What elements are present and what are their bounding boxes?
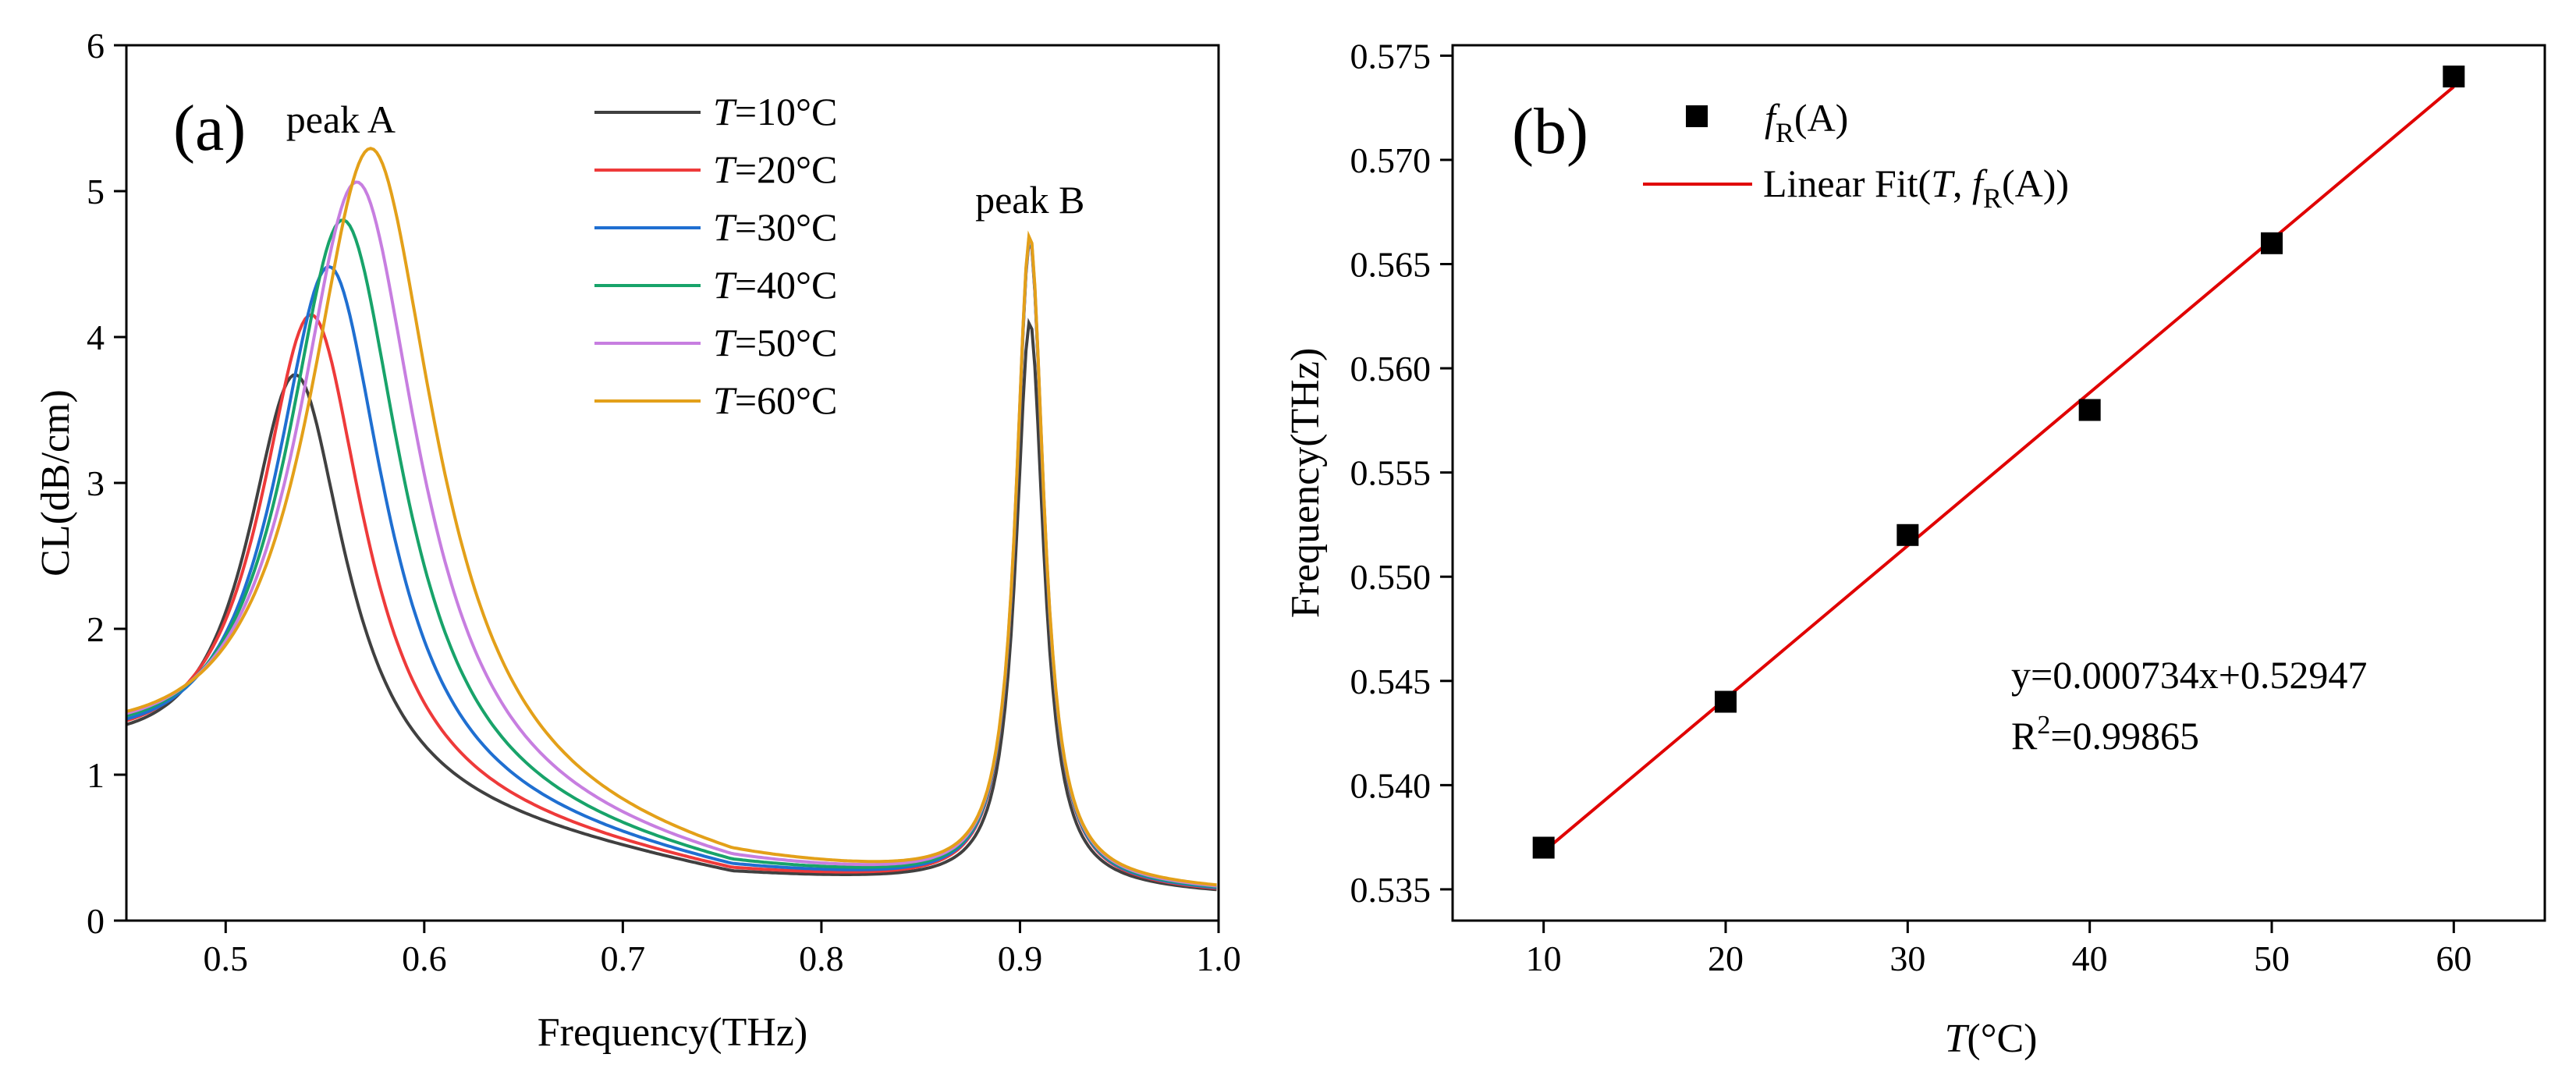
peak-a-annotation: peak A (286, 98, 396, 141)
panel-a-frame (125, 44, 1220, 922)
panel-b-x-tick-label: 20 (1708, 939, 1744, 978)
legend-label-3: T=30°C (713, 205, 837, 249)
fit-r-squared: R2=0.99865 (2011, 711, 2199, 758)
data-point-5 (2261, 232, 2283, 254)
panel-a-label: (a) (173, 92, 246, 165)
panel-a-y-tick-label: 3 (87, 463, 105, 503)
legend-label-5: T=50°C (713, 321, 837, 364)
fit-equation: y=0.000734x+0.52947 (2011, 653, 2367, 697)
panel-b-x-tick-label: 60 (2436, 939, 2471, 978)
panel-b-frame (1451, 44, 2546, 922)
panel-b-y-tick-label: 0.540 (1350, 765, 1432, 805)
panel-b-y-tick-label: 0.545 (1350, 662, 1432, 701)
panel-b-x-axis-label: T(°C) (1944, 1017, 2037, 1061)
legend-marker-scatter (1686, 105, 1708, 127)
panel-b-y-tick-label: 0.575 (1350, 36, 1432, 76)
panel-a-y-tick-label: 6 (87, 26, 105, 66)
panel-b-y-ticks: 0.535 0.540 0.545 0.550 0.555 0.560 0.565 0.570… (1350, 36, 1453, 910)
panel-b-y-axis-label: Frequency(THz) (1283, 348, 1328, 619)
panel-a-x-tick-label: 1.0 (1196, 939, 1241, 978)
linear-fit-line (1542, 85, 2455, 854)
peak-b-annotation: peak B (975, 178, 1084, 222)
panel-a-x-ticks: 0.5 0.6 0.7 0.8 0.9 1.0 (204, 921, 1241, 978)
panel-b-y-tick-label: 0.570 (1350, 140, 1432, 180)
panel-b-x-tick-label: 50 (2254, 939, 2290, 978)
panel-a-x-tick-label: 0.5 (204, 939, 249, 978)
panel-b-x-tick-label: 10 (1526, 939, 1562, 978)
panel-a-y-ticks: 0 1 2 3 4 5 6 (87, 26, 126, 941)
series-line-1 (126, 318, 1217, 892)
panel-a: 0 1 2 3 4 5 6 0.5 0.6 0.7 0.8 0.9 1.0 (a) peak A pe… (34, 26, 1241, 1055)
legend-label-fit: Linear Fit(T, fR(A)) (1763, 161, 2069, 214)
panel-b-x-tick-label: 30 (1889, 939, 1925, 978)
panel-b-y-tick-label: 0.550 (1350, 557, 1432, 597)
panel-b-points (1532, 66, 2465, 859)
legend-label-6: T=60°C (713, 378, 837, 422)
data-point-6 (2443, 66, 2465, 88)
series-line-6 (126, 147, 1217, 887)
legend-label-2: T=20°C (713, 147, 837, 191)
data-point-2 (1715, 690, 1737, 713)
panel-b: 0.535 0.540 0.545 0.550 0.555 0.560 0.565 0.570… (1283, 36, 2546, 1061)
legend-label-4: T=40°C (713, 263, 837, 307)
panel-a-x-tick-label: 0.9 (998, 939, 1043, 978)
panel-a-x-axis-label: Frequency(THz) (538, 1010, 808, 1055)
panel-a-x-tick-label: 0.7 (601, 939, 646, 978)
data-point-4 (2078, 399, 2101, 421)
panel-b-y-tick-label: 0.535 (1350, 870, 1432, 910)
panel-b-y-tick-label: 0.560 (1350, 349, 1432, 389)
panel-b-y-tick-label: 0.555 (1350, 453, 1432, 493)
data-point-3 (1897, 523, 1919, 546)
panel-a-y-tick-label: 4 (87, 318, 105, 357)
panel-a-x-tick-label: 0.6 (402, 939, 447, 978)
panel-b-label: (b) (1512, 95, 1588, 168)
panel-a-y-tick-label: 2 (87, 609, 105, 649)
panel-a-x-tick-label: 0.8 (799, 939, 844, 978)
series-line-4 (126, 218, 1217, 889)
panel-a-legend: T=10°C T=20°C T=30°C T=40°C T=50°C T=60°C (594, 90, 837, 422)
panel-b-y-tick-label: 0.565 (1350, 245, 1432, 285)
panel-a-y-tick-label: 1 (87, 755, 105, 795)
panel-b-x-ticks: 10 20 30 40 50 60 (1526, 921, 2471, 978)
series-line-2 (126, 236, 1217, 890)
data-point-1 (1532, 836, 1555, 859)
panel-a-y-tick-label: 5 (87, 172, 105, 211)
legend-label-1: T=10°C (713, 90, 837, 133)
panel-b-legend: fR(A) Linear Fit(T, fR(A)) (1643, 96, 2069, 214)
series-line-5 (126, 180, 1217, 888)
panel-a-y-tick-label: 0 (87, 901, 105, 941)
panel-a-series (126, 147, 1217, 892)
series-line-3 (126, 235, 1217, 889)
panel-b-x-tick-label: 40 (2072, 939, 2108, 978)
panel-a-y-axis-label: CL(dB/cm) (34, 389, 78, 577)
legend-label-scatter: fR(A) (1765, 96, 1848, 148)
